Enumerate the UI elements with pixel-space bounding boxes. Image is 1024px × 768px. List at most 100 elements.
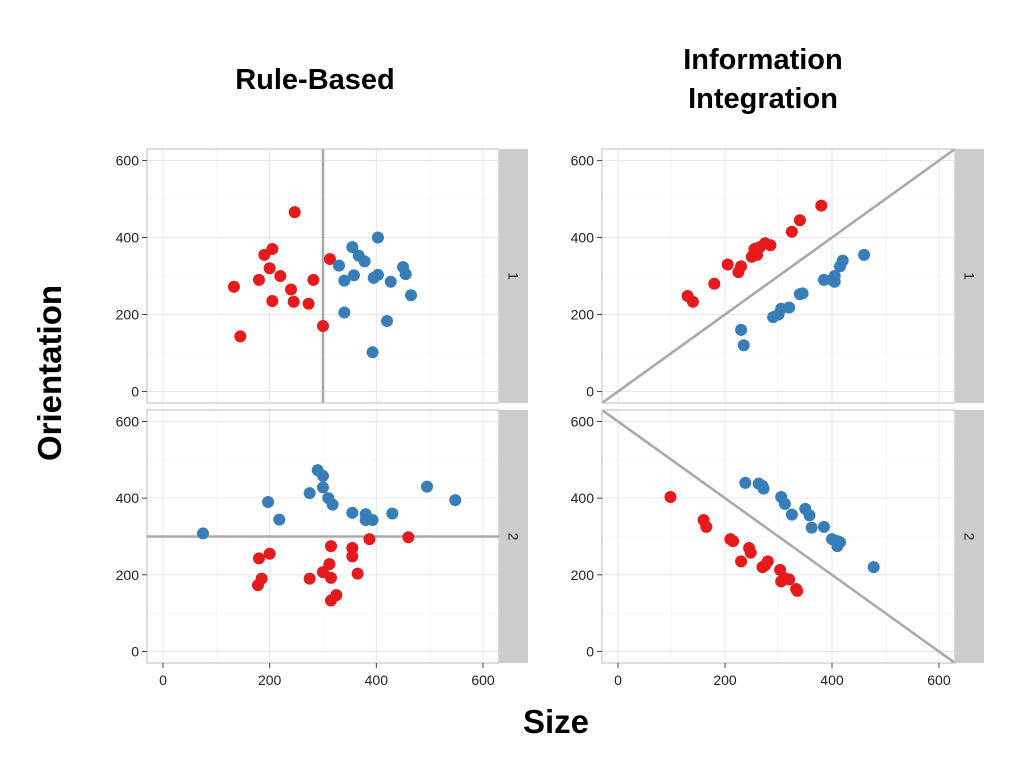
blue-category-point (421, 480, 433, 493)
blue-category-point (366, 514, 379, 527)
red-category-point (323, 558, 336, 571)
y-tick-label: 400 (571, 490, 595, 506)
red-category-point (346, 542, 359, 554)
red-category-point (263, 262, 276, 275)
blue-category-point (346, 506, 359, 519)
blue-category-point (778, 497, 791, 510)
y-tick-label: 600 (571, 414, 595, 430)
blue-category-point (767, 311, 780, 324)
red-category-point (288, 206, 301, 219)
blue-category-point (366, 346, 379, 359)
blue-category-point (834, 536, 847, 549)
y-tick-label: 0 (131, 644, 139, 660)
facet-strip-label: 2 (506, 533, 522, 541)
x-tick-label: 600 (471, 672, 495, 688)
y-tick-label: 0 (586, 383, 594, 399)
blue-category-point (867, 561, 880, 574)
blue-category-point (399, 268, 412, 281)
facet-strip-label: 1 (506, 272, 522, 280)
red-category-point (793, 214, 806, 227)
red-category-point (732, 266, 745, 279)
red-category-point (745, 250, 758, 263)
y-tick-label: 0 (586, 644, 594, 660)
x-tick-label: 400 (365, 672, 389, 688)
blue-category-point (197, 527, 209, 540)
blue-category-point (367, 271, 380, 284)
x-tick-label: 0 (159, 672, 167, 688)
facet-strip (499, 149, 528, 403)
red-category-point (234, 330, 247, 343)
x-axis-title: Size (523, 703, 589, 740)
y-tick-label: 600 (116, 414, 140, 430)
blue-category-point (757, 482, 770, 495)
red-category-point (258, 248, 271, 261)
x-tick-label: 400 (820, 672, 844, 688)
y-axis-title: Orientation (31, 285, 68, 461)
y-tick-label: 200 (116, 567, 140, 583)
red-category-point (287, 295, 300, 308)
blue-category-point (817, 520, 830, 533)
blue-category-point (273, 513, 286, 526)
red-category-point (351, 567, 364, 580)
y-tick-label: 600 (571, 153, 595, 169)
red-category-point (266, 295, 279, 308)
panel-3: 0 200 400 600 0 200 400 600 2 (116, 409, 528, 688)
x-tick-label: 600 (927, 672, 951, 688)
red-category-point (735, 555, 748, 568)
red-category-point (785, 225, 798, 238)
blue-category-point (347, 269, 360, 282)
facet-strip (955, 149, 984, 403)
red-category-point (325, 571, 337, 584)
y-tick-label: 0 (131, 383, 139, 399)
red-category-point (263, 547, 276, 560)
red-category-point (285, 283, 297, 296)
blue-category-point (303, 487, 316, 500)
blue-category-point (371, 231, 384, 244)
red-category-point (815, 199, 828, 212)
blue-category-point (384, 275, 397, 288)
red-category-point (744, 546, 757, 559)
blue-category-point (737, 339, 750, 352)
blue-category-point (405, 289, 417, 302)
blue-category-point (803, 509, 816, 522)
y-tick-label: 200 (571, 567, 595, 583)
blue-category-point (338, 306, 351, 319)
facet-strip-label: 2 (962, 533, 978, 541)
blue-category-point (834, 260, 847, 273)
red-category-point (274, 270, 287, 282)
y-tick-label: 600 (116, 153, 140, 169)
blue-category-point (338, 274, 351, 287)
red-category-point (791, 584, 804, 597)
red-category-point (227, 280, 240, 293)
blue-category-point (793, 288, 806, 301)
red-category-point (302, 297, 315, 310)
red-category-point (686, 295, 699, 308)
y-tick-label: 200 (571, 306, 595, 322)
panel-2: 0 200 400 600 1 (571, 148, 984, 404)
y-tick-label: 400 (116, 230, 140, 246)
x-tick-label: 200 (258, 672, 282, 688)
facet-strip-label: 1 (962, 272, 978, 280)
red-category-point (325, 594, 337, 607)
blue-category-point (817, 273, 830, 286)
decision-boundary (602, 410, 955, 663)
red-category-point (783, 573, 796, 586)
red-category-point (325, 540, 337, 553)
blue-category-point (785, 508, 798, 521)
blue-category-point (805, 521, 818, 534)
blue-category-point (317, 481, 329, 494)
blue-category-point (858, 248, 871, 261)
blue-category-point (386, 507, 399, 520)
red-category-point (402, 531, 415, 544)
x-tick-label: 0 (614, 672, 622, 688)
blue-category-point (828, 275, 841, 288)
blue-category-point (326, 498, 339, 511)
blue-category-point (739, 476, 752, 489)
y-tick-label: 200 (116, 306, 140, 322)
red-category-point (774, 563, 787, 576)
blue-category-point (358, 255, 371, 268)
red-category-point (253, 552, 265, 565)
red-category-point (253, 273, 265, 286)
